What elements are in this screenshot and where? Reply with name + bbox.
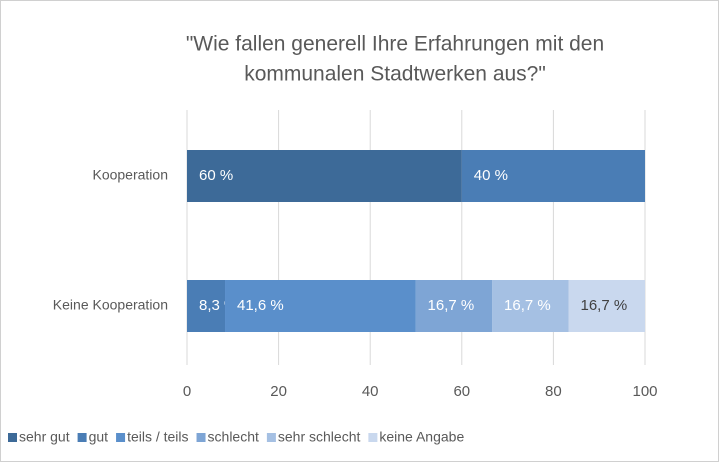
legend-label: schlecht <box>208 429 259 445</box>
bar-segment <box>187 150 462 202</box>
legend-swatch <box>266 433 276 442</box>
data-label: 16,7 % <box>428 297 475 314</box>
legend-label: sehr schlecht <box>278 429 361 445</box>
legend-swatch <box>196 433 206 442</box>
chart-title: kommunalen Stadtwerken aus?" <box>244 63 546 86</box>
legend-swatch <box>8 433 17 442</box>
y-tick-label: Keine Kooperation <box>53 297 168 313</box>
legend-swatch <box>77 433 87 442</box>
data-label: 41,6 % <box>237 297 284 314</box>
legend-label: keine Angabe <box>379 429 464 445</box>
legend-label: teils / teils <box>127 429 188 445</box>
x-tick-label: 80 <box>545 383 562 400</box>
chart-title: "Wie fallen generell Ihre Erfahrungen mi… <box>186 33 604 56</box>
legend-swatch <box>368 433 378 442</box>
data-label: 60 % <box>199 167 233 184</box>
x-tick-label: 20 <box>270 383 287 400</box>
bar-segment <box>225 280 416 332</box>
x-tick-label: 60 <box>453 383 470 400</box>
data-label: 16,7 % <box>581 297 628 314</box>
legend-label: sehr gut <box>19 429 70 445</box>
bar-segment <box>187 280 226 332</box>
data-label: 16,7 % <box>504 297 551 314</box>
y-tick-label: Kooperation <box>92 167 168 183</box>
x-tick-label: 100 <box>632 383 657 400</box>
x-tick-label: 0 <box>183 383 191 400</box>
bar-segment <box>415 280 493 332</box>
legend-label: gut <box>89 429 109 445</box>
legend-swatch <box>116 433 126 442</box>
x-tick-label: 40 <box>362 383 379 400</box>
bar-segment <box>568 280 645 332</box>
bar-segment <box>461 150 645 202</box>
data-label: 40 % <box>474 167 508 184</box>
bar-segment <box>492 280 569 332</box>
